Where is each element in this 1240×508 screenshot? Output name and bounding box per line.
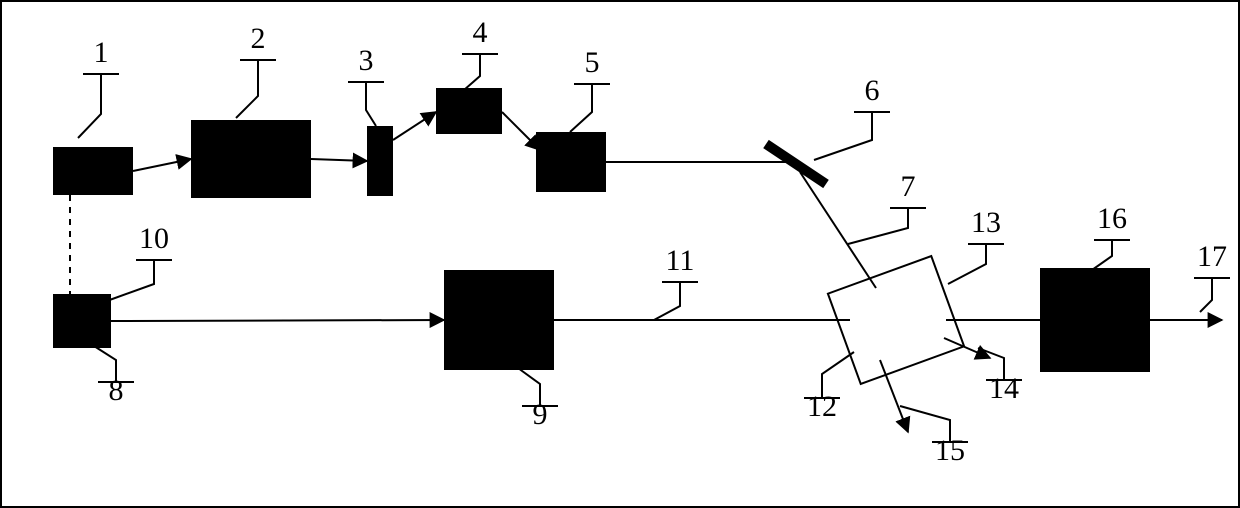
leader-2 bbox=[236, 60, 258, 118]
arrow-a2_3 bbox=[311, 159, 367, 161]
block-b16 bbox=[1040, 268, 1150, 372]
block-b9 bbox=[444, 270, 554, 370]
line-l7 bbox=[800, 172, 876, 288]
block-b3 bbox=[367, 126, 393, 196]
block-b1 bbox=[53, 147, 133, 195]
diagram-canvas: 1234567891011121314151617 bbox=[0, 0, 1240, 508]
numeric-labels: 1234567891011121314151617 bbox=[94, 16, 1228, 467]
label-10: 10 bbox=[139, 222, 169, 255]
leader-5 bbox=[570, 84, 592, 132]
leader-17 bbox=[1200, 278, 1212, 312]
leader-7 bbox=[848, 208, 908, 244]
leader-6 bbox=[814, 112, 872, 160]
label-6: 6 bbox=[865, 74, 880, 107]
arrow-a4_5 bbox=[502, 112, 540, 150]
label-12: 12 bbox=[807, 390, 837, 423]
label-8: 8 bbox=[109, 374, 124, 407]
leader-10 bbox=[104, 260, 154, 302]
label-15: 15 bbox=[935, 434, 965, 467]
arrow-a1_2 bbox=[133, 159, 191, 171]
label-4: 4 bbox=[473, 16, 488, 49]
label-2: 2 bbox=[251, 22, 266, 55]
label-9: 9 bbox=[533, 398, 548, 431]
arrow-a14 bbox=[944, 338, 990, 358]
mirror bbox=[766, 144, 826, 184]
block-b4 bbox=[436, 88, 502, 134]
arrow-a8_9 bbox=[111, 320, 444, 321]
leader-1 bbox=[78, 74, 101, 138]
leader-4 bbox=[464, 54, 480, 90]
label-14: 14 bbox=[989, 372, 1019, 405]
label-11: 11 bbox=[666, 244, 695, 277]
label-leaders bbox=[78, 54, 1230, 442]
leader-13 bbox=[948, 244, 986, 284]
label-3: 3 bbox=[359, 44, 374, 77]
block-b5 bbox=[536, 132, 606, 192]
label-13: 13 bbox=[971, 206, 1001, 239]
connection-lines bbox=[554, 162, 1040, 320]
block-b8 bbox=[53, 294, 111, 348]
canvas-frame bbox=[1, 1, 1239, 507]
leader-3 bbox=[366, 82, 376, 126]
mirror-6 bbox=[766, 144, 826, 184]
label-16: 16 bbox=[1097, 202, 1127, 235]
leader-11 bbox=[654, 282, 680, 320]
block-b2 bbox=[191, 120, 311, 198]
leader-16 bbox=[1092, 240, 1112, 270]
label-1: 1 bbox=[94, 36, 109, 69]
label-7: 7 bbox=[901, 170, 916, 203]
arrow-a3_4 bbox=[393, 112, 436, 140]
label-5: 5 bbox=[585, 46, 600, 79]
label-17: 17 bbox=[1197, 240, 1227, 273]
